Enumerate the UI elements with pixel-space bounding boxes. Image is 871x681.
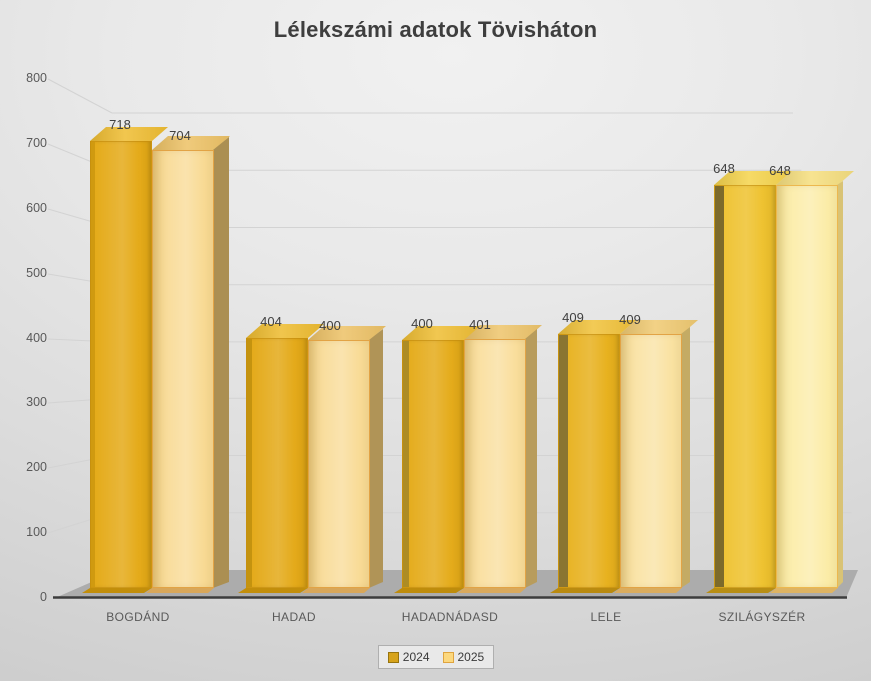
y-tick-label: 500: [26, 266, 47, 280]
y-tick-label: 700: [26, 136, 47, 150]
category-label-3: LELE: [590, 610, 622, 624]
chart-title: Lélekszámi adatok Tövisháton: [273, 17, 598, 42]
y-tick-label: 0: [40, 590, 47, 604]
bar-2024-3-top-face[interactable]: [558, 320, 636, 334]
legend-item-2024[interactable]: 2024: [387, 650, 430, 664]
bar-2024-1-shadow-edge: [247, 339, 252, 587]
bar-2025-4-front-face[interactable]: [776, 185, 838, 588]
value-label-2025-4: 648: [769, 163, 791, 178]
bar-2025-2-side-face[interactable]: [525, 329, 537, 588]
y-tick-label: 600: [26, 201, 47, 215]
bar-2025-4-foot: [770, 588, 838, 593]
y-tick-label: 800: [26, 71, 47, 85]
bar-2024-3-foot: [550, 588, 620, 593]
bar-2024-4-foot: [706, 588, 776, 593]
bar-2024-1-foot: [238, 588, 308, 593]
bar-2025-0-side-face[interactable]: [213, 137, 229, 588]
bar-2025-1-side-face[interactable]: [369, 329, 383, 588]
value-label-2024-1: 404: [260, 314, 282, 329]
value-label-2024-3: 409: [562, 310, 584, 325]
value-label-2025-0: 704: [169, 128, 191, 143]
value-label-2025-1: 400: [319, 318, 341, 333]
category-label-2: HADADNÁDASD: [401, 610, 499, 624]
legend-label-2025: 2025: [457, 650, 485, 664]
bar-2024-2-foot: [394, 588, 464, 593]
bar-2024-2-front-face[interactable]: [402, 340, 464, 588]
bar-2024-0-top-face[interactable]: [90, 127, 168, 141]
bar-2025-2-top-face[interactable]: [464, 325, 542, 339]
legend-swatch-2024-icon: [387, 651, 399, 663]
bar-2025-0-foot: [146, 588, 214, 593]
legend-item-2025[interactable]: 2025: [442, 650, 485, 664]
bar-2024-4-front-face[interactable]: [714, 185, 776, 588]
value-label-2024-4: 648: [713, 161, 735, 176]
legend-swatch-2025-icon: [442, 651, 454, 663]
bar-2025-1-foot: [302, 588, 370, 593]
category-label-0: BOGDÁND: [106, 610, 170, 624]
y-tick-label: 100: [26, 525, 47, 539]
bar-2024-2-shadow-edge: [403, 341, 409, 587]
value-label-2025-3: 409: [619, 312, 641, 327]
bar-2024-0-foot: [82, 588, 152, 593]
bar-2024-0-shadow-edge: [91, 142, 95, 587]
bar-2025-3-top-face[interactable]: [620, 320, 698, 334]
y-tick-label: 300: [26, 395, 47, 409]
bar-2024-4-shadow-edge: [715, 186, 724, 587]
bar-2025-3-front-face[interactable]: [620, 334, 682, 588]
bar-2025-4-side-face[interactable]: [837, 181, 843, 588]
value-label-2024-2: 400: [411, 316, 433, 331]
bar-2024-3-front-face[interactable]: [558, 334, 620, 588]
gridline: [47, 78, 113, 114]
bar-2024-1-top-face[interactable]: [246, 324, 324, 338]
legend[interactable]: 2024 2025: [378, 645, 494, 669]
bar-2025-1-front-face[interactable]: [308, 340, 370, 588]
y-tick-label: 400: [26, 331, 47, 345]
bar-2025-1-top-face[interactable]: [308, 326, 386, 340]
bar-2025-3-foot: [614, 588, 682, 593]
value-label-2025-2: 401: [469, 317, 491, 332]
y-tick-label: 200: [26, 460, 47, 474]
bar-2025-0-front-face[interactable]: [152, 150, 214, 588]
value-label-2024-0: 718: [109, 117, 131, 132]
bar-2025-0-top-face[interactable]: [152, 136, 230, 150]
bar-2024-4-top-face[interactable]: [714, 171, 792, 185]
bar-2025-2-front-face[interactable]: [464, 339, 526, 588]
bar-2025-2-foot: [458, 588, 526, 593]
bar-2024-0-front-face[interactable]: [90, 141, 152, 588]
category-label-1: HADAD: [271, 610, 317, 624]
bar-2025-3-side-face[interactable]: [681, 327, 690, 588]
legend-label-2024: 2024: [402, 650, 430, 664]
bar-2024-1-front-face[interactable]: [246, 338, 308, 588]
bar-2025-4-top-face[interactable]: [776, 171, 854, 185]
bar-2024-3-shadow-edge: [559, 335, 568, 587]
bar-2024-2-top-face[interactable]: [402, 326, 480, 340]
category-label-4: SZILÁGYSZÉR: [718, 610, 806, 624]
